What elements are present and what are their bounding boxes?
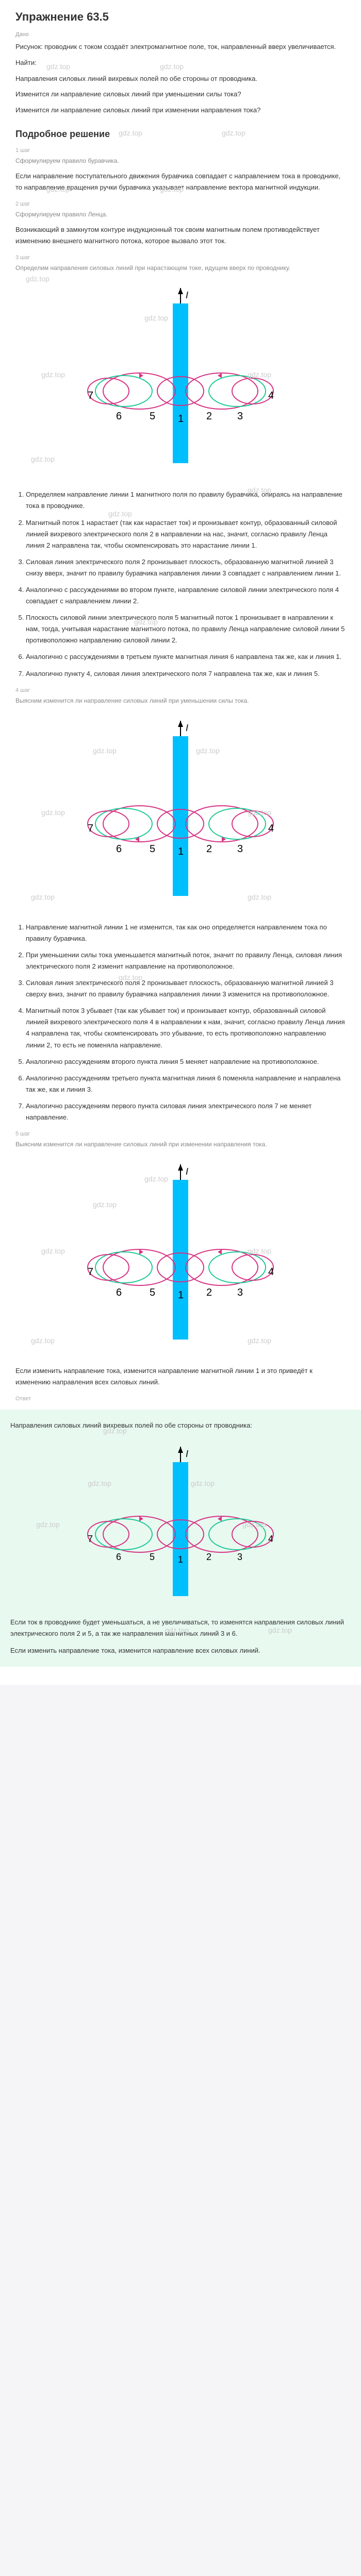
step4-label: 4 шаг (15, 687, 346, 693)
list1-item: Силовая линия электрического поля 2 прон… (26, 556, 346, 579)
svg-text:2: 2 (206, 411, 212, 422)
svg-text:I: I (186, 723, 188, 733)
list1-item: Определяем направление линии 1 магнитног… (26, 489, 346, 512)
watermark: gdz.top (41, 1247, 65, 1255)
list1-item: Магнитный поток 1 нарастает (так как нар… (26, 517, 346, 551)
svg-text:4: 4 (268, 823, 274, 834)
watermark: gdz.top (36, 1519, 60, 1531)
svg-text:I: I (186, 1449, 188, 1459)
step1-desc: Сформулируем правило буравчика. (15, 156, 346, 165)
detailed-header: Подробное решение gdz.top gdz.top (15, 129, 346, 140)
field-diagram-answer: I 1 2 3 4 5 6 7 gdz.top gdz.top gdz.to (10, 1442, 351, 1606)
list2-item: Аналогично рассуждениям первого пункта с… (26, 1100, 346, 1123)
step5-label: 5 шаг (15, 1131, 346, 1137)
given-label: Дано (15, 31, 346, 38)
list1-item: Плоскость силовой линии электрического п… (26, 612, 346, 646)
svg-text:6: 6 (116, 1552, 121, 1562)
svg-text:3: 3 (237, 1287, 243, 1298)
list2-item: При уменьшении силы тока уменьшается маг… (26, 950, 346, 972)
svg-text:1: 1 (178, 1554, 183, 1565)
step1-text: Если направление поступательного движени… (15, 171, 346, 193)
given-p5: Изменится ли направление силовых линий п… (15, 105, 346, 116)
watermark: gdz.top (268, 1624, 292, 1637)
list1-item: Аналогично пункту 4, силовая линия элект… (26, 668, 346, 680)
watermark: gdz.top (41, 808, 65, 817)
svg-text:6: 6 (116, 843, 122, 855)
svg-text:1: 1 (178, 846, 184, 857)
step2-text: Возникающий в замкнутом контуре индукцио… (15, 224, 346, 247)
given-p1: Рисунок: проводник с током создаёт элект… (15, 42, 346, 53)
answer-p2: Если ток в проводнике будет уменьшаться,… (10, 1617, 351, 1639)
step2-label: 2 шаг (15, 201, 346, 207)
watermark: gdz.top (222, 129, 245, 137)
list2-item: Аналогично рассуждениям второго пункта л… (26, 1056, 346, 1067)
field-diagram-2: I 1 2 3 4 5 6 7 gdz.top gdz.top gdz.top … (15, 716, 346, 911)
answer-p1: Направления силовых линий вихревых полей… (10, 1420, 351, 1431)
list2-item: Направление магнитной линии 1 не изменит… (26, 922, 346, 944)
list2-item: Магнитный поток 3 убывает (так как убыва… (26, 1005, 346, 1050)
step4-desc: Выясним изменится ли направление силовых… (15, 696, 346, 705)
svg-text:5: 5 (150, 1287, 155, 1298)
list1-item: Аналогично с рассуждениями в третьем пун… (26, 651, 346, 663)
given-p4: Изменится ли направление силовых линий п… (15, 89, 346, 100)
watermark: gdz.top (31, 1336, 55, 1345)
step5-desc: Выясним изменится ли направление силовых… (15, 1140, 346, 1149)
svg-text:5: 5 (150, 1552, 155, 1562)
svg-text:4: 4 (268, 390, 274, 401)
watermark: gdz.top (119, 129, 142, 137)
field-diagram-1: I 1 2 3 4 5 6 7 gdz.top gdz.top gdz.top (15, 283, 346, 479)
svg-text:7: 7 (88, 1534, 93, 1544)
svg-text:5: 5 (150, 843, 155, 855)
svg-text:7: 7 (88, 823, 93, 834)
step5-text: Если изменить направление тока, изменитс… (15, 1365, 346, 1388)
list2-item: Аналогично рассуждениям третьего пункта … (26, 1073, 346, 1095)
svg-text:3: 3 (237, 411, 243, 422)
list1-item: Аналогично с рассуждениями во втором пун… (26, 584, 346, 607)
svg-text:2: 2 (206, 1287, 212, 1298)
field-diagram-3: I 1 2 3 4 5 6 7 gdz.top gdz.top gdz.top … (15, 1159, 346, 1355)
given-p2: Найти: (15, 58, 346, 69)
exercise-title: Упражнение 63.5 (15, 10, 346, 24)
svg-text:I: I (186, 290, 188, 300)
list2-item: Силовая линия электрического поля 2 прон… (26, 977, 346, 1000)
svg-text:6: 6 (116, 1287, 122, 1298)
step3-desc: Определим направления силовых линий при … (15, 263, 346, 273)
svg-text:2: 2 (206, 1552, 211, 1562)
watermark: gdz.top (31, 893, 55, 901)
step3-label: 3 шаг (15, 255, 346, 261)
list1: Определяем направление линии 1 магнитног… (15, 489, 346, 679)
svg-text:7: 7 (88, 1266, 93, 1278)
svg-text:7: 7 (88, 390, 93, 401)
svg-text:1: 1 (178, 1290, 184, 1301)
given-p3: Направления силовых линий вихревых полей… (15, 74, 346, 84)
svg-text:4: 4 (268, 1534, 273, 1544)
svg-text:2: 2 (206, 843, 212, 855)
answer-label: Ответ (15, 1396, 346, 1402)
svg-text:1: 1 (178, 413, 184, 425)
answer-p3: Если изменить направление тока, изменитс… (10, 1645, 351, 1656)
watermark: gdz.top (31, 455, 55, 463)
list2: Направление магнитной линии 1 не изменит… (15, 922, 346, 1123)
svg-text:I: I (186, 1166, 188, 1177)
svg-text:3: 3 (237, 843, 243, 855)
step1-label: 1 шаг (15, 147, 346, 154)
watermark: gdz.top (41, 370, 65, 379)
svg-text:5: 5 (150, 411, 155, 422)
step2-desc: Сформулируем правило Ленца. (15, 210, 346, 219)
svg-text:6: 6 (116, 411, 122, 422)
svg-text:3: 3 (237, 1552, 242, 1562)
answer-box: Направления силовых линий вихревых полей… (0, 1410, 361, 1666)
svg-text:4: 4 (268, 1266, 274, 1278)
